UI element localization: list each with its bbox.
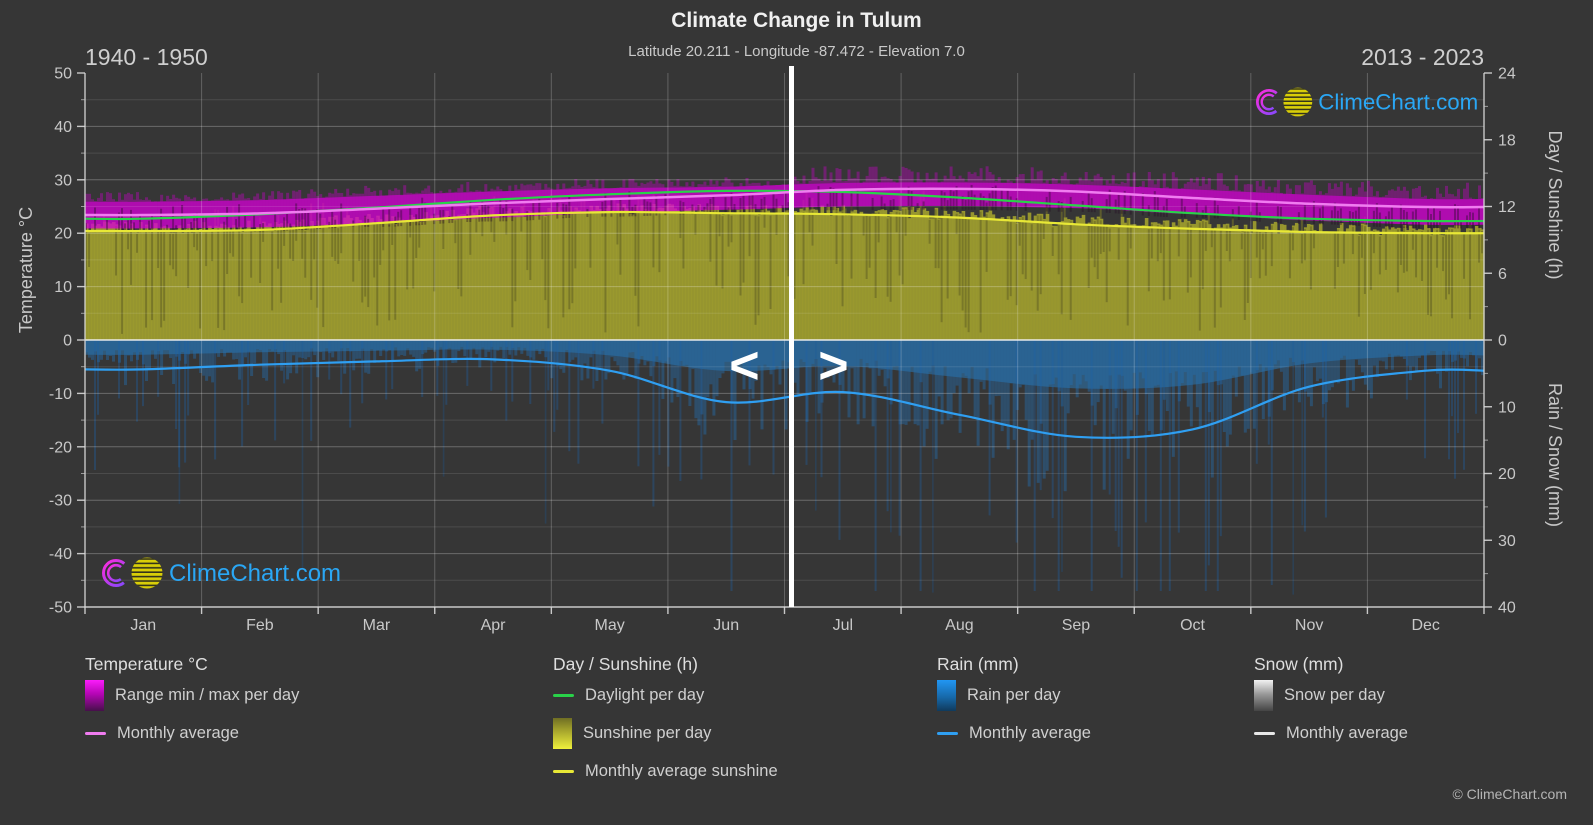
tick-label: -40 xyxy=(49,546,72,563)
logo-ring-icon xyxy=(102,559,130,587)
right-bottom-axis-label: Rain / Snow (mm) xyxy=(1545,383,1565,527)
gridlines xyxy=(85,73,1484,607)
average-curves xyxy=(84,187,1485,439)
watermark-text: ClimeChart.com xyxy=(169,560,341,587)
tick-label: 20 xyxy=(54,226,72,243)
month-axis: Jan Feb Mar Apr May Jun Jul Aug Sep Oct Nov Dec xyxy=(84,607,1485,634)
legend-group-title: Temperature °C xyxy=(85,654,208,674)
tick-label: 6 xyxy=(1498,266,1507,283)
tick-label: 0 xyxy=(63,333,72,350)
tick-label: 40 xyxy=(1498,600,1516,617)
tick-label: -10 xyxy=(49,386,72,403)
month-label: Oct xyxy=(1180,617,1205,634)
tick-label: -20 xyxy=(49,439,72,456)
logo-ring-icon xyxy=(1255,88,1283,116)
logo-ring-inner-icon xyxy=(106,563,126,583)
tick-label: 50 xyxy=(54,66,72,83)
sunshine-average-curve xyxy=(84,210,1485,235)
period-label-right: 2013 - 2023 xyxy=(1361,44,1484,70)
legend-group-temperature-c: Temperature °C Range min / max per day Mon… xyxy=(85,652,299,752)
legend-group-rain-mm: Rain (mm) Rain per day Monthly average xyxy=(937,652,1091,752)
line-blue-swatch-icon xyxy=(937,731,958,735)
tick-label: 10 xyxy=(1498,399,1516,416)
legend-item: Snow per day xyxy=(1254,676,1408,714)
copyright-text: © ClimeChart.com xyxy=(1452,786,1567,802)
left-axis-label: Temperature °C xyxy=(16,207,36,333)
temperature-average-curve xyxy=(84,187,1485,217)
slider-left-arrow[interactable]: < xyxy=(729,337,759,395)
tick-label: -30 xyxy=(49,493,72,510)
tick-label: 24 xyxy=(1498,66,1516,83)
legend-group-day-sunshine-h: Day / Sunshine (h) Daylight per day Sunshi… xyxy=(553,652,778,790)
legend-item-label: Daylight per day xyxy=(585,685,705,704)
legend-item-label: Snow per day xyxy=(1284,685,1385,704)
tick-label: -50 xyxy=(49,600,72,617)
legend-item: Range min / max per day xyxy=(85,676,299,714)
legend-group-snow-mm: Snow (mm) Snow per day Monthly average xyxy=(1254,652,1408,752)
tick-label: 12 xyxy=(1498,199,1516,216)
month-label: Jul xyxy=(833,617,853,634)
legend-group-title: Rain (mm) xyxy=(937,654,1019,674)
month-label: Nov xyxy=(1295,617,1323,634)
legend-item: Daylight per day xyxy=(553,676,778,714)
legend-item: Monthly average xyxy=(1254,714,1408,752)
legend-group-title: Day / Sunshine (h) xyxy=(553,654,698,674)
tick-label: 30 xyxy=(1498,533,1516,550)
comparison-slider[interactable]: < > xyxy=(729,66,849,607)
legend-item-label: Range min / max per day xyxy=(115,685,300,704)
rain-average-curve xyxy=(84,357,1485,439)
legend-item-label: Monthly average sunshine xyxy=(585,761,778,780)
tick-label: 30 xyxy=(54,172,72,189)
watermark-logo-top-right: ClimeChart.com xyxy=(1255,87,1478,117)
period-label-left: 1940 - 1950 xyxy=(85,44,208,70)
sunshine-daily-bars xyxy=(85,191,1485,340)
gradient-yellow-swatch-icon xyxy=(553,717,572,749)
logo-ring-inner-icon xyxy=(1260,93,1278,111)
legend-item: Monthly average sunshine xyxy=(553,752,778,790)
right-top-axis-label: Day / Sunshine (h) xyxy=(1545,130,1565,279)
month-label: Mar xyxy=(363,617,391,634)
month-label: Apr xyxy=(481,617,507,634)
tick-label: 10 xyxy=(54,279,72,296)
month-label: Feb xyxy=(246,617,274,634)
slider-line[interactable] xyxy=(789,66,794,607)
tick-label: 18 xyxy=(1498,132,1516,149)
logo-sun-icon xyxy=(1283,87,1313,117)
month-label: Jun xyxy=(713,617,739,634)
legend-item: Sunshine per day xyxy=(553,714,778,752)
line-yellow-swatch-icon xyxy=(553,769,574,773)
legend-group-title: Snow (mm) xyxy=(1254,654,1344,674)
line-magenta-swatch-icon xyxy=(85,731,106,735)
legend-item-label: Monthly average xyxy=(117,723,239,742)
legend-item: Monthly average xyxy=(85,714,299,752)
page-title: Climate Change in Tulum xyxy=(671,9,922,32)
month-label: Sep xyxy=(1062,617,1091,634)
line-white-swatch-icon xyxy=(1254,731,1275,735)
watermark-logo-bottom-left: ClimeChart.com xyxy=(102,557,341,589)
tick-label: 40 xyxy=(54,119,72,136)
legend-item-label: Sunshine per day xyxy=(583,723,712,742)
watermark-text: ClimeChart.com xyxy=(1318,89,1478,114)
tick-label: 20 xyxy=(1498,466,1516,483)
gradient-gray-swatch-icon xyxy=(1254,679,1273,711)
month-label: Jan xyxy=(130,617,156,634)
legend-item-label: Monthly average xyxy=(969,723,1091,742)
tick-label: 0 xyxy=(1498,333,1507,350)
gradient-blue-swatch-icon xyxy=(937,679,956,711)
month-label: Aug xyxy=(945,617,973,634)
month-label: Dec xyxy=(1411,617,1439,634)
climate-chart: 50 40 30 20 10 0 -10 -20 -30 -40 -50 24 18 12 6 0 10 20 30… xyxy=(16,66,1565,635)
line-green-swatch-icon xyxy=(553,693,574,697)
logo-sun-icon xyxy=(131,557,163,589)
month-label: May xyxy=(595,617,625,634)
legend-item: Monthly average xyxy=(937,714,1091,752)
legend-item: Rain per day xyxy=(937,676,1091,714)
slider-right-arrow[interactable]: > xyxy=(818,337,848,395)
legend-item-label: Monthly average xyxy=(1286,723,1408,742)
legend-item-label: Rain per day xyxy=(967,685,1061,704)
rain-daily-bars xyxy=(85,340,1485,595)
chart-subtitle: Latitude 20.211 - Longitude -87.472 - El… xyxy=(628,43,965,60)
gradient-magenta-swatch-icon xyxy=(85,679,104,711)
